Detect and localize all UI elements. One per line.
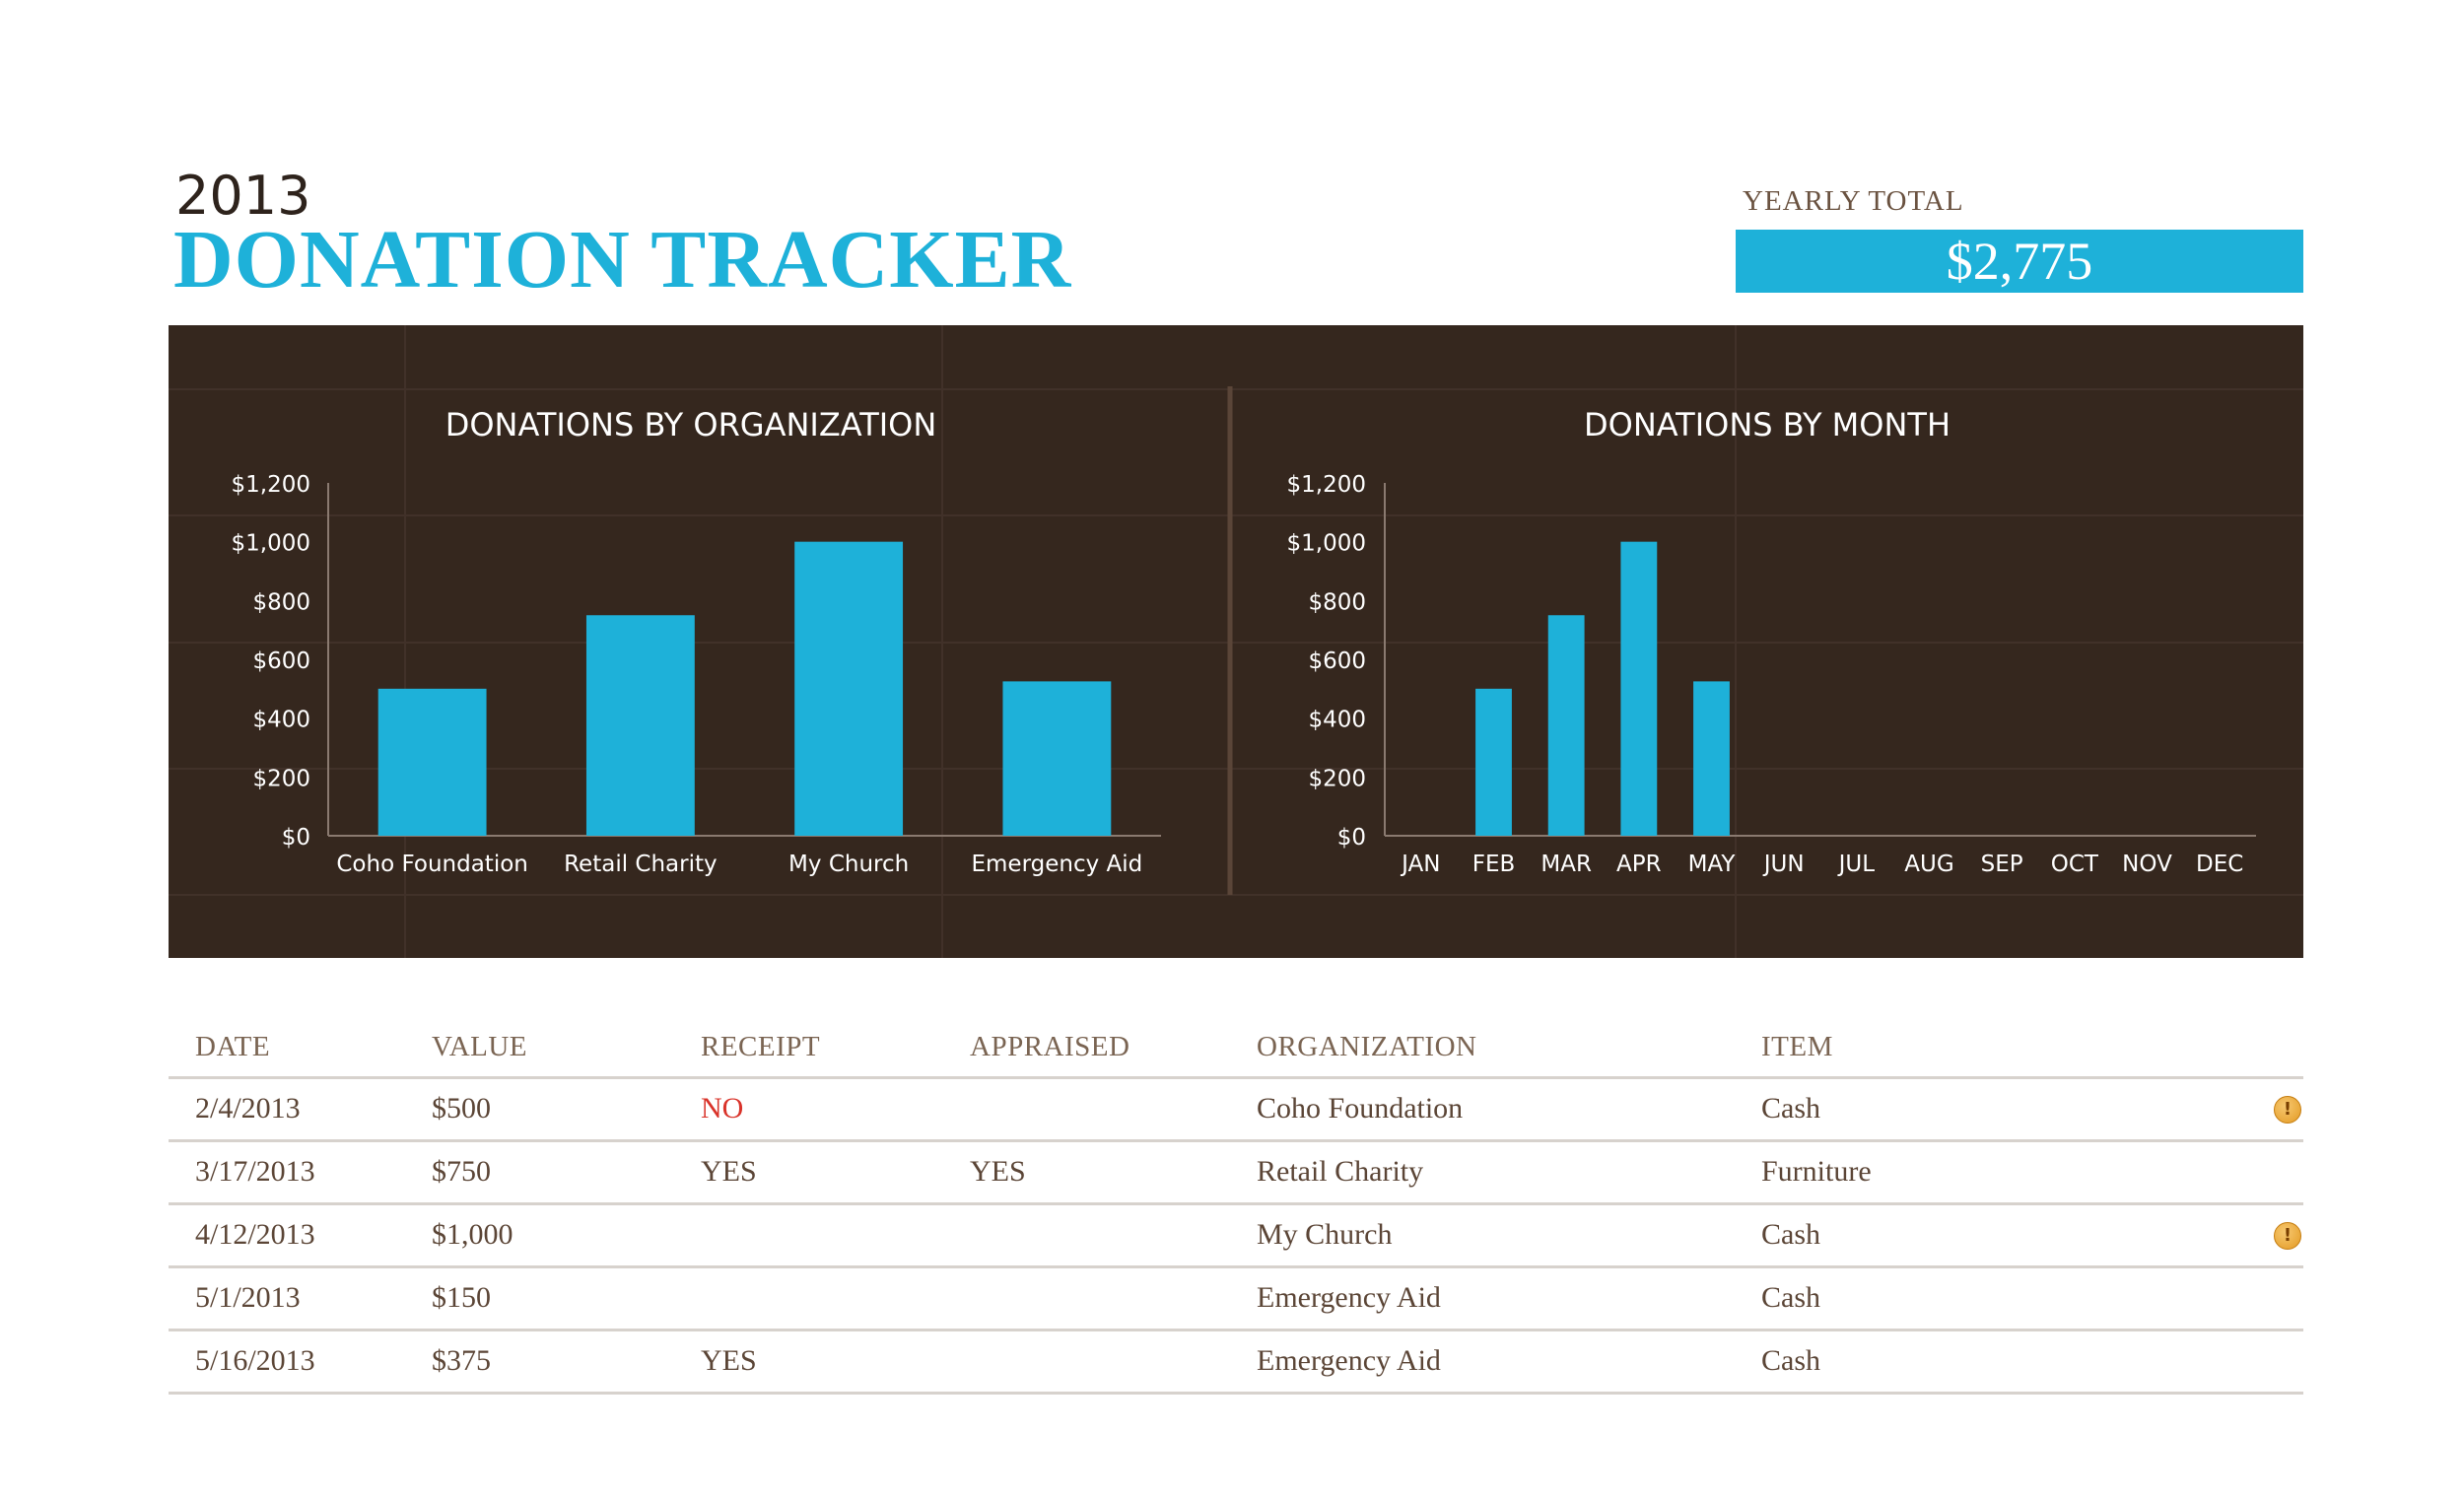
cell-item[interactable]: Furniture bbox=[1761, 1155, 1872, 1188]
cell-value[interactable]: $750 bbox=[432, 1155, 491, 1188]
y-tick-label: $200 bbox=[252, 766, 310, 791]
chart-title: DONATIONS BY MONTH bbox=[1584, 406, 1951, 443]
report-year: 2013 bbox=[175, 165, 311, 227]
y-tick-label: $400 bbox=[252, 708, 310, 733]
y-tick-label: $1,200 bbox=[232, 472, 310, 498]
cell-date[interactable]: 2/4/2013 bbox=[195, 1092, 301, 1125]
x-tick-label: APR bbox=[1616, 852, 1662, 877]
cell-value[interactable]: $500 bbox=[432, 1092, 491, 1125]
cell-receipt[interactable]: YES bbox=[701, 1155, 757, 1188]
cell-organization[interactable]: Coho Foundation bbox=[1257, 1092, 1464, 1125]
cell-value[interactable]: $150 bbox=[432, 1281, 491, 1314]
cell-organization[interactable]: Retail Charity bbox=[1257, 1155, 1424, 1188]
x-tick-label: OCT bbox=[2051, 852, 2099, 877]
x-tick-label: Retail Charity bbox=[564, 852, 718, 877]
charts-canvas: DONATIONS BY ORGANIZATION $0 $200 $400 $600 $… bbox=[169, 325, 2303, 958]
x-tick-label: My Church bbox=[788, 852, 909, 877]
cell-item[interactable]: Cash bbox=[1761, 1281, 1820, 1314]
cell-value[interactable]: $375 bbox=[432, 1344, 491, 1377]
y-tick-label: $800 bbox=[252, 589, 310, 615]
cell-date[interactable]: 5/16/2013 bbox=[195, 1344, 315, 1377]
donations-table: DATE VALUE RECEIPT APPRAISED ORGANIZATIO… bbox=[169, 1017, 2303, 1395]
attention-icon: ! bbox=[2274, 1222, 2301, 1250]
table-row[interactable]: 5/16/2013 $375 YES Emergency Aid Cash bbox=[169, 1331, 2303, 1395]
bar[interactable] bbox=[1620, 541, 1658, 836]
cell-organization[interactable]: Emergency Aid bbox=[1257, 1344, 1441, 1377]
bar[interactable] bbox=[377, 688, 487, 836]
y-tick-label: $600 bbox=[252, 648, 310, 674]
table-row[interactable]: 5/1/2013 $150 Emergency Aid Cash bbox=[169, 1268, 2303, 1331]
chart-donations-by-month: DONATIONS BY MONTH $0 $200 $400 $600 $800 $1,0… bbox=[1287, 406, 2256, 877]
header-receipt[interactable]: RECEIPT bbox=[701, 1031, 821, 1062]
table-row[interactable]: 4/12/2013 $1,000 My Church Cash! bbox=[169, 1205, 2303, 1268]
y-tick-label: $400 bbox=[1308, 708, 1366, 733]
bar[interactable] bbox=[585, 615, 695, 836]
cell-date[interactable]: 4/12/2013 bbox=[195, 1218, 315, 1251]
y-tick-label: $0 bbox=[282, 825, 310, 851]
x-tick-label: JAN bbox=[1400, 852, 1440, 877]
x-tick-label: NOV bbox=[2122, 852, 2172, 877]
header-appraised[interactable]: APPRAISED bbox=[970, 1031, 1130, 1062]
x-tick-label: DEC bbox=[2196, 852, 2243, 877]
table-header-row: DATE VALUE RECEIPT APPRAISED ORGANIZATIO… bbox=[169, 1017, 2303, 1079]
bar[interactable] bbox=[1475, 688, 1512, 836]
panel-grid bbox=[169, 325, 2303, 958]
x-tick-label: Emergency Aid bbox=[971, 852, 1142, 877]
chart-title: DONATIONS BY ORGANIZATION bbox=[445, 406, 937, 443]
cell-item[interactable]: Cash bbox=[1761, 1218, 1820, 1251]
x-tick-label: SEP bbox=[1981, 852, 2023, 877]
x-tick-label: Coho Foundation bbox=[336, 852, 527, 877]
yearly-total-label: YEARLY TOTAL bbox=[1743, 185, 1964, 217]
cell-item[interactable]: Cash bbox=[1761, 1092, 1820, 1125]
x-tick-label: MAY bbox=[1688, 852, 1737, 877]
y-tick-label: $0 bbox=[1337, 825, 1366, 851]
cell-receipt[interactable]: YES bbox=[701, 1344, 757, 1377]
y-tick-label: $800 bbox=[1308, 589, 1366, 615]
x-tick-label: JUL bbox=[1837, 852, 1876, 877]
y-tick-label: $200 bbox=[1308, 766, 1366, 791]
chart-donations-by-organization: DONATIONS BY ORGANIZATION $0 $200 $400 $600 $… bbox=[232, 406, 1161, 877]
warning-flag-glyph: ! bbox=[2274, 1222, 2301, 1250]
table-body: 2/4/2013 $500 NO Coho Foundation Cash! 3/17/2… bbox=[169, 1079, 2303, 1395]
header-date[interactable]: DATE bbox=[195, 1031, 271, 1062]
bar[interactable] bbox=[1002, 681, 1112, 836]
charts-panel: DONATIONS BY ORGANIZATION $0 $200 $400 $600 $… bbox=[169, 325, 2303, 958]
x-tick-label: MAR bbox=[1540, 852, 1592, 877]
cell-receipt[interactable]: NO bbox=[701, 1092, 744, 1125]
y-tick-label: $1,200 bbox=[1287, 472, 1366, 498]
x-tick-label: AUG bbox=[1904, 852, 1953, 877]
header-item[interactable]: ITEM bbox=[1761, 1031, 1833, 1062]
header-value[interactable]: VALUE bbox=[432, 1031, 528, 1062]
cell-date[interactable]: 3/17/2013 bbox=[195, 1155, 315, 1188]
x-tick-label: JUN bbox=[1762, 852, 1805, 877]
bar[interactable] bbox=[1693, 681, 1730, 836]
attention-icon: ! bbox=[2274, 1096, 2301, 1124]
bar[interactable] bbox=[794, 541, 904, 836]
cell-appraised[interactable]: YES bbox=[970, 1155, 1026, 1188]
bar[interactable] bbox=[1547, 615, 1585, 836]
y-tick-label: $1,000 bbox=[232, 531, 310, 557]
cell-organization[interactable]: Emergency Aid bbox=[1257, 1281, 1441, 1314]
header-organization[interactable]: ORGANIZATION bbox=[1257, 1031, 1477, 1062]
x-tick-label: FEB bbox=[1472, 852, 1516, 877]
warning-flag-glyph: ! bbox=[2274, 1096, 2301, 1124]
cell-date[interactable]: 5/1/2013 bbox=[195, 1281, 301, 1314]
cell-value[interactable]: $1,000 bbox=[432, 1218, 513, 1251]
page-title: DONATION TRACKER bbox=[173, 214, 1072, 306]
cell-item[interactable]: Cash bbox=[1761, 1344, 1820, 1377]
y-tick-label: $600 bbox=[1308, 648, 1366, 674]
y-tick-label: $1,000 bbox=[1287, 531, 1366, 557]
table-row[interactable]: 2/4/2013 $500 NO Coho Foundation Cash! bbox=[169, 1079, 2303, 1142]
table-row[interactable]: 3/17/2013 $750 YES YES Retail Charity Furnitu… bbox=[169, 1142, 2303, 1205]
yearly-total-value: $2,775 bbox=[1736, 230, 2303, 293]
cell-organization[interactable]: My Church bbox=[1257, 1218, 1393, 1251]
